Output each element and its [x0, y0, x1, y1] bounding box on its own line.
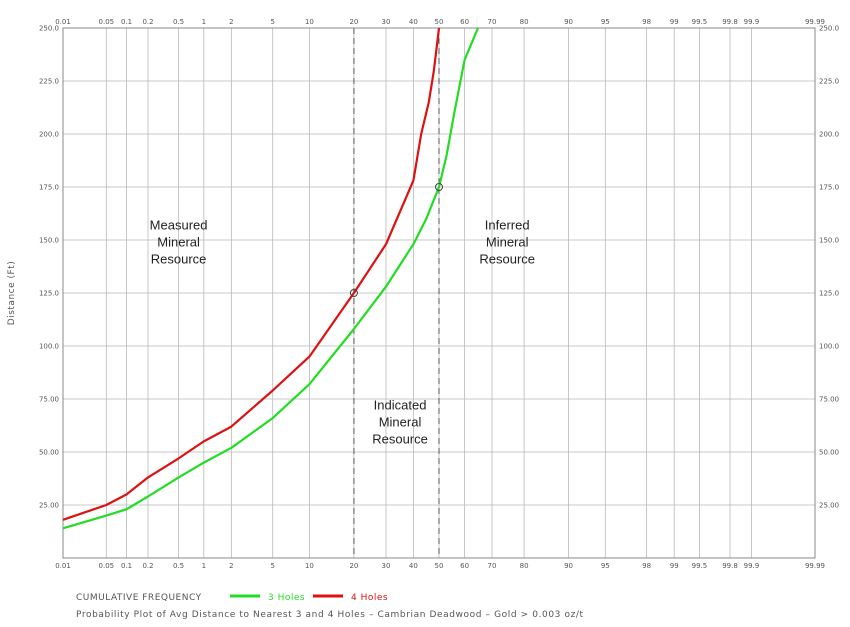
y-tick-label-right: 125.0 — [819, 290, 839, 298]
legend-label-4-holes: 4 Holes — [351, 593, 388, 603]
x-tick-label-bottom: 50 — [435, 562, 444, 570]
x-tick-label-top: 99.8 — [722, 18, 738, 26]
x-tick-label-top: 50 — [435, 18, 444, 26]
y-tick-label-right: 250.0 — [819, 25, 839, 33]
x-tick-label-top: 99.5 — [692, 18, 708, 26]
x-tick-label-bottom: 0.2 — [142, 562, 153, 570]
y-tick-label-left: 225.0 — [39, 78, 59, 86]
intersection-marker — [435, 183, 443, 191]
x-tick-label-bottom: 40 — [409, 562, 418, 570]
series-line-4-holes — [62, 27, 441, 521]
y-tick-label-left: 125.0 — [39, 290, 59, 298]
x-tick-label-top: 20 — [349, 18, 358, 26]
x-tick-label-top: 70 — [488, 18, 497, 26]
y-tick-label-right: 25.00 — [819, 502, 839, 510]
y-tick-label-right: 50.00 — [819, 449, 839, 457]
x-tick-label-top: 99.9 — [744, 18, 760, 26]
x-tick-label-bottom: 0.05 — [99, 562, 115, 570]
x-tick-label-bottom: 2 — [229, 562, 233, 570]
zone-label: Inferred Mineral Resource — [479, 217, 535, 266]
x-tick-label-top: 98 — [642, 18, 651, 26]
zone-label-line: Measured — [150, 217, 208, 232]
x-tick-label-top: 0.05 — [99, 18, 115, 26]
zone-label-line: Mineral — [379, 415, 422, 430]
zone-label: Measured Mineral Resource — [150, 217, 208, 266]
x-tick-label-top: 95 — [601, 18, 610, 26]
x-tick-label-bottom: 30 — [382, 562, 391, 570]
x-tick-label-bottom: 20 — [349, 562, 358, 570]
x-tick-label-top: 1 — [202, 18, 206, 26]
zone-annotations: Measured Mineral Resource Indicated Mineral R… — [150, 217, 535, 446]
markers — [349, 183, 443, 297]
tick-labels: 0.01 0.01 0.05 0.05 0.1 0.1 0.2 0.2 0.5 0.5 1 1 2 2 5 5… — [39, 18, 839, 570]
x-tick-label-top: 90 — [564, 18, 573, 26]
legend-title: CUMULATIVE FREQUENCY — [76, 593, 202, 603]
x-tick-label-bottom: 60 — [460, 562, 469, 570]
zone-label-line: Resource — [479, 251, 535, 266]
chart-caption: Probability Plot of Avg Distance to Near… — [76, 610, 584, 620]
y-tick-label-right: 225.0 — [819, 78, 839, 86]
x-tick-label-bottom: 80 — [520, 562, 529, 570]
x-tick-label-top: 0.2 — [142, 18, 153, 26]
x-tick-label-top: 80 — [520, 18, 529, 26]
intersection-marker — [349, 289, 358, 297]
x-tick-label-bottom: 90 — [564, 562, 573, 570]
y-tick-label-left: 50.00 — [39, 449, 59, 457]
x-tick-label-bottom: 70 — [488, 562, 497, 570]
y-tick-label-right: 150.0 — [819, 237, 839, 245]
x-tick-label-bottom: 5 — [270, 562, 274, 570]
y-tick-label-left: 250.0 — [39, 25, 59, 33]
y-tick-label-right: 75.00 — [819, 396, 839, 404]
y-tick-label-left: 150.0 — [39, 237, 59, 245]
x-tick-label-top: 2 — [229, 18, 233, 26]
x-tick-label-top: 5 — [270, 18, 274, 26]
y-tick-label-left: 75.00 — [39, 396, 59, 404]
x-tick-label-top: 40 — [409, 18, 418, 26]
x-tick-label-bottom: 98 — [642, 562, 651, 570]
y-tick-label-right: 175.0 — [819, 184, 839, 192]
x-tick-label-bottom: 0.5 — [173, 562, 184, 570]
x-tick-label-bottom: 0.1 — [121, 562, 132, 570]
zone-label-line: Resource — [151, 251, 207, 266]
zone-label-line: Mineral — [486, 234, 529, 249]
x-tick-label-bottom: 95 — [601, 562, 610, 570]
series-line-3-holes — [62, 27, 480, 530]
y-tick-label-left: 175.0 — [39, 184, 59, 192]
zone-label-line: Inferred — [485, 217, 530, 232]
x-tick-label-top: 99.99 — [805, 18, 825, 26]
y-tick-label-right: 200.0 — [819, 131, 839, 139]
legend: CUMULATIVE FREQUENCY 3 Holes 4 Holes — [76, 593, 388, 603]
x-tick-label-bottom: 1 — [202, 562, 206, 570]
y-tick-label-right: 100.0 — [819, 343, 839, 351]
y-tick-label-left: 100.0 — [39, 343, 59, 351]
y-axis-title: Distance (Ft) — [7, 261, 17, 325]
zone-label: Indicated Mineral Resource — [372, 398, 428, 447]
x-tick-label-bottom: 99 — [670, 562, 679, 570]
series — [62, 27, 480, 530]
x-tick-label-top: 0.1 — [121, 18, 132, 26]
x-tick-label-top: 0.01 — [55, 18, 71, 26]
x-tick-label-top: 30 — [382, 18, 391, 26]
x-tick-label-bottom: 99.9 — [744, 562, 760, 570]
legend-label-3-holes: 3 Holes — [268, 593, 305, 603]
zone-label-line: Indicated — [374, 398, 427, 413]
x-tick-label-bottom: 10 — [305, 562, 314, 570]
x-tick-label-top: 0.5 — [173, 18, 184, 26]
y-tick-label-left: 200.0 — [39, 131, 59, 139]
x-tick-label-top: 99 — [670, 18, 679, 26]
x-tick-label-bottom: 99.5 — [692, 562, 708, 570]
x-tick-label-bottom: 99.8 — [722, 562, 738, 570]
x-tick-label-bottom: 0.01 — [55, 562, 71, 570]
zone-label-line: Resource — [372, 432, 428, 447]
x-tick-label-top: 10 — [305, 18, 314, 26]
zone-label-line: Mineral — [157, 234, 200, 249]
y-tick-label-left: 25.00 — [39, 502, 59, 510]
x-tick-label-top: 60 — [460, 18, 469, 26]
x-tick-label-bottom: 99.99 — [805, 562, 825, 570]
